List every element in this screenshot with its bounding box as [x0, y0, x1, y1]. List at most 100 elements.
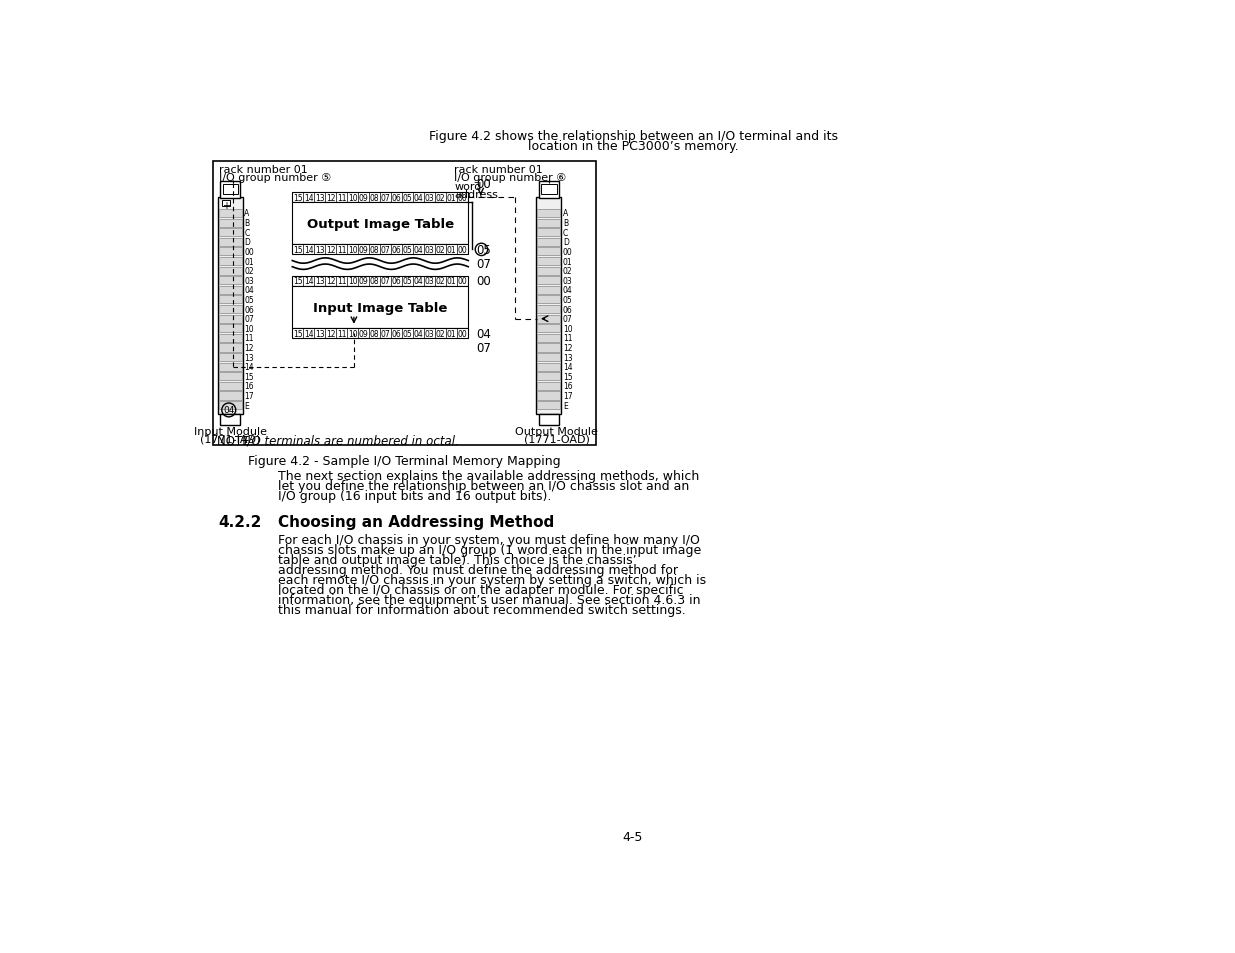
Text: D: D — [245, 238, 251, 247]
Text: 07: 07 — [245, 314, 254, 324]
Text: 00: 00 — [563, 248, 573, 256]
Text: 09: 09 — [359, 193, 369, 202]
Text: 00: 00 — [475, 178, 490, 192]
Text: 01: 01 — [447, 330, 457, 338]
Bar — [219, 373, 242, 381]
Bar — [219, 219, 242, 228]
Text: 12: 12 — [326, 277, 336, 286]
Text: 06: 06 — [391, 193, 401, 202]
Text: 07: 07 — [380, 246, 390, 254]
Text: 12: 12 — [563, 344, 572, 353]
Text: 16: 16 — [563, 382, 573, 391]
Bar — [219, 287, 242, 294]
Bar — [537, 257, 561, 266]
Text: 07: 07 — [563, 314, 573, 324]
Text: 08: 08 — [370, 277, 379, 286]
Text: 06: 06 — [391, 277, 401, 286]
Text: 07: 07 — [380, 277, 390, 286]
Bar — [219, 325, 242, 333]
Bar — [217, 197, 243, 415]
Text: 15: 15 — [293, 277, 303, 286]
Text: this manual for information about recommended switch settings.: this manual for information about recomm… — [278, 603, 687, 617]
Bar — [537, 344, 561, 353]
Bar — [538, 182, 559, 199]
Bar — [219, 401, 242, 410]
Bar — [537, 248, 561, 256]
Text: 11: 11 — [337, 193, 347, 202]
Text: 02: 02 — [436, 246, 446, 254]
Text: 16: 16 — [245, 382, 254, 391]
Bar — [537, 363, 561, 372]
Text: let you define the relationship between an I/O chassis slot and an: let you define the relationship between … — [278, 479, 689, 493]
Bar — [219, 354, 242, 362]
Text: 05: 05 — [403, 330, 412, 338]
Bar — [212, 162, 597, 445]
Text: 10: 10 — [348, 246, 358, 254]
Text: B: B — [245, 219, 249, 228]
Text: 05: 05 — [245, 295, 254, 305]
Text: 05: 05 — [403, 193, 412, 202]
Text: each remote I/O chassis in your system by setting a switch, which is: each remote I/O chassis in your system b… — [278, 574, 706, 586]
Text: Output Module: Output Module — [515, 427, 598, 436]
Bar — [537, 325, 561, 333]
Text: E: E — [245, 401, 249, 410]
Bar — [537, 401, 561, 410]
Bar — [220, 415, 241, 425]
Bar — [219, 315, 242, 323]
Text: 14: 14 — [304, 193, 314, 202]
Bar — [537, 229, 561, 237]
Text: 01: 01 — [447, 246, 457, 254]
Bar — [219, 238, 242, 247]
Text: 11: 11 — [337, 277, 347, 286]
Text: 07: 07 — [380, 330, 390, 338]
Text: NOTE:: NOTE: — [217, 435, 258, 447]
Text: 10: 10 — [245, 324, 254, 334]
Bar — [538, 415, 559, 425]
Text: A: A — [245, 210, 249, 218]
Bar — [219, 229, 242, 237]
Text: 08: 08 — [370, 246, 379, 254]
Text: rack number 01: rack number 01 — [219, 165, 308, 175]
Bar — [219, 268, 242, 275]
Text: 09: 09 — [359, 330, 369, 338]
Text: 11: 11 — [245, 335, 253, 343]
Bar — [220, 182, 241, 199]
Text: 15: 15 — [293, 193, 303, 202]
Text: 06: 06 — [245, 305, 254, 314]
Text: 03: 03 — [563, 276, 573, 286]
Text: 15: 15 — [245, 373, 254, 381]
Text: C: C — [245, 229, 249, 237]
Text: 00: 00 — [458, 277, 468, 286]
Text: 4-5: 4-5 — [622, 830, 642, 842]
Text: 02: 02 — [245, 267, 254, 275]
Text: 06: 06 — [391, 330, 401, 338]
Text: 11: 11 — [337, 246, 347, 254]
Bar — [537, 277, 561, 285]
Text: 05: 05 — [403, 246, 412, 254]
Text: 14: 14 — [304, 277, 314, 286]
Text: 15: 15 — [293, 330, 303, 338]
Text: 04: 04 — [563, 286, 573, 295]
Text: 04: 04 — [224, 406, 235, 415]
Text: 02: 02 — [436, 193, 446, 202]
Bar — [537, 392, 561, 400]
Bar — [293, 329, 468, 339]
Text: 04: 04 — [475, 328, 490, 340]
Text: 09: 09 — [359, 246, 369, 254]
Text: 10: 10 — [563, 324, 573, 334]
Text: information, see the equipment’s user manual. See section 4.6.3 in: information, see the equipment’s user ma… — [278, 594, 701, 606]
Text: location in the PC3000’s memory.: location in the PC3000’s memory. — [529, 140, 739, 152]
Text: I/O group (16 input bits and 16 output bits).: I/O group (16 input bits and 16 output b… — [278, 490, 552, 503]
Bar — [537, 354, 561, 362]
Text: 04: 04 — [414, 277, 424, 286]
Text: D: D — [563, 238, 568, 247]
Text: 06: 06 — [563, 305, 573, 314]
Text: A: A — [563, 210, 568, 218]
Text: 02: 02 — [436, 277, 446, 286]
Text: 03: 03 — [425, 277, 435, 286]
Text: Output Image Table: Output Image Table — [306, 217, 453, 231]
Bar — [222, 200, 230, 207]
Text: addressing method. You must define the addressing method for: addressing method. You must define the a… — [278, 563, 678, 577]
Text: 07: 07 — [380, 193, 390, 202]
Bar — [219, 392, 242, 400]
